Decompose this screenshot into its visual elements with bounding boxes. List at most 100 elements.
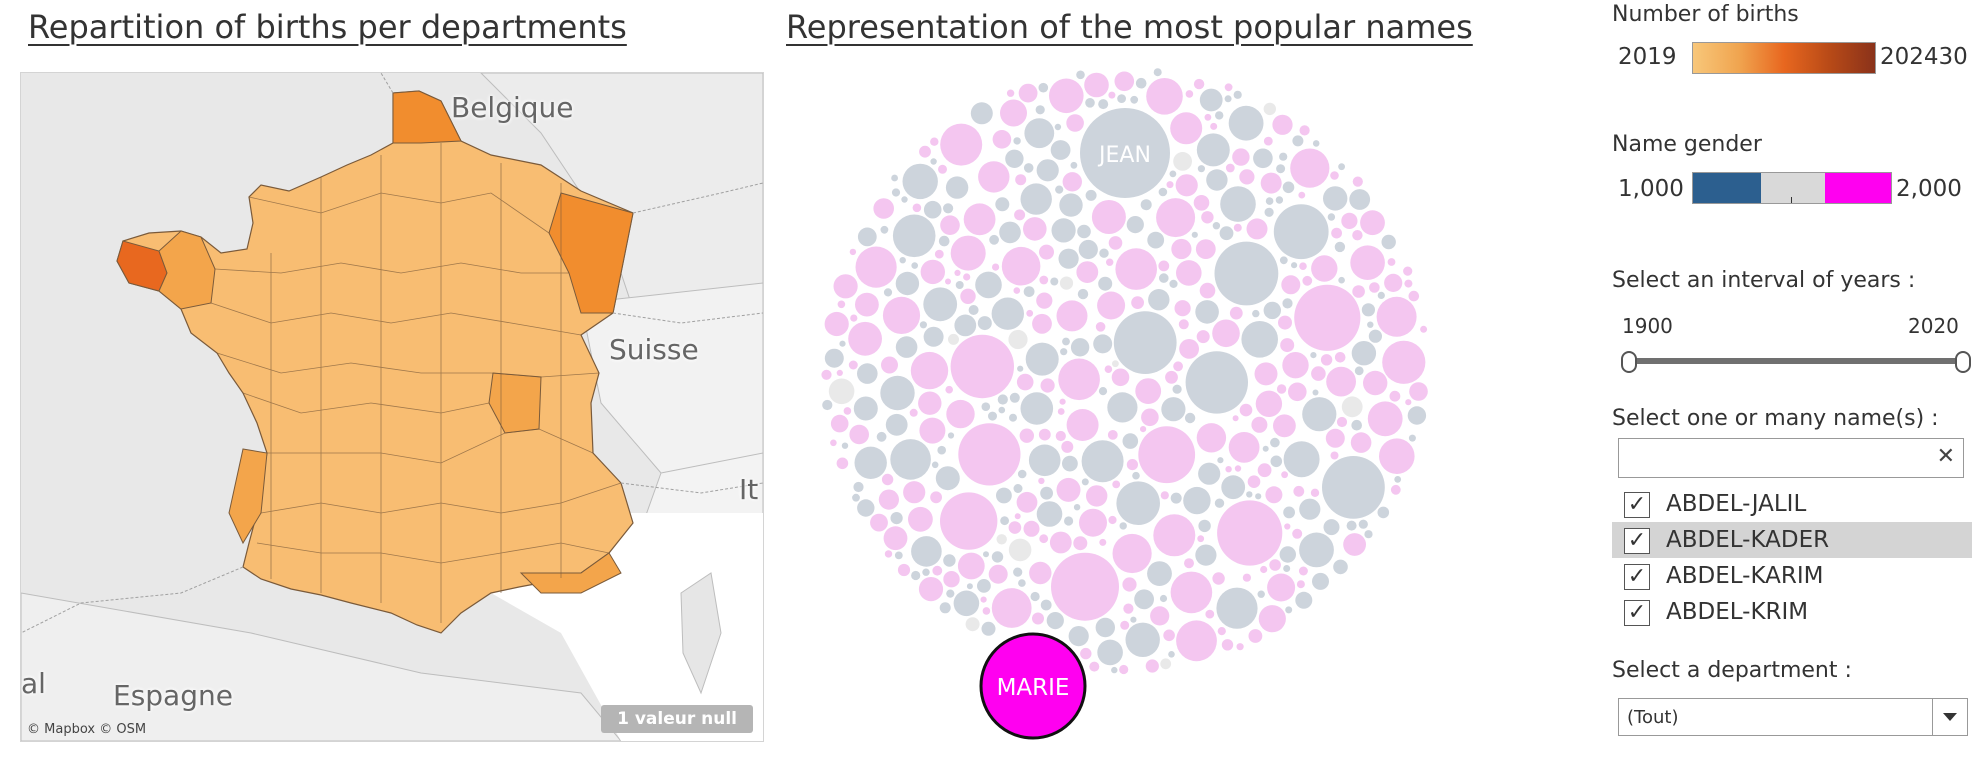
name-bubble[interactable] <box>958 423 1021 486</box>
name-bubble[interactable] <box>1179 339 1199 359</box>
name-bubble[interactable] <box>1278 315 1292 330</box>
name-bubble[interactable] <box>1098 387 1108 396</box>
name-bubble[interactable] <box>899 257 906 264</box>
bubble-chart[interactable]: JEAN MARIE <box>770 60 1470 760</box>
name-bubble[interactable] <box>1377 291 1385 299</box>
name-bubble[interactable] <box>1234 465 1242 472</box>
name-bubble[interactable] <box>1077 288 1089 300</box>
name-bubble[interactable] <box>1255 390 1283 417</box>
year-range-track[interactable] <box>1626 358 1966 364</box>
name-bubble[interactable] <box>1196 133 1230 167</box>
name-bubble[interactable] <box>1008 538 1032 562</box>
name-bubble[interactable] <box>1225 466 1232 473</box>
name-bubble[interactable] <box>1220 186 1256 222</box>
name-list-item[interactable]: ✓ ABDEL-JALIL <box>1612 486 1972 522</box>
name-bubble[interactable] <box>1199 88 1223 112</box>
name-bubble[interactable] <box>920 259 945 285</box>
name-bubble[interactable] <box>1310 488 1320 497</box>
name-bubble[interactable] <box>1036 292 1053 309</box>
null-value-badge[interactable]: 1 valeur null <box>601 705 753 733</box>
name-bubble[interactable] <box>1126 459 1138 471</box>
name-bubble[interactable] <box>1184 558 1194 569</box>
name-bubble[interactable] <box>1023 286 1035 297</box>
name-bubble[interactable] <box>1059 193 1083 217</box>
name-bubble[interactable] <box>1216 587 1258 629</box>
name-bubble[interactable] <box>1320 354 1333 366</box>
name-bubble[interactable] <box>857 499 875 517</box>
name-bubble[interactable] <box>895 271 920 296</box>
name-bubble[interactable] <box>931 461 939 469</box>
name-bubble[interactable] <box>1051 218 1076 243</box>
name-bubble[interactable] <box>960 288 976 304</box>
name-bubble[interactable] <box>1077 224 1091 239</box>
name-bubble[interactable] <box>908 506 933 532</box>
name-bubble[interactable] <box>1334 241 1346 253</box>
name-bubble[interactable] <box>1298 566 1308 576</box>
name-bubble[interactable] <box>884 550 893 558</box>
name-bubble[interactable] <box>1026 309 1034 317</box>
name-bubble[interactable] <box>1367 321 1374 328</box>
name-bubble[interactable] <box>988 411 997 421</box>
name-bubble[interactable] <box>957 552 985 580</box>
name-bubble[interactable] <box>1169 279 1178 288</box>
name-bubble[interactable] <box>1085 189 1097 201</box>
name-bubble[interactable] <box>1019 428 1034 443</box>
name-bubble[interactable] <box>1291 262 1298 269</box>
name-bubble[interactable] <box>1125 622 1160 657</box>
name-bubble[interactable] <box>991 588 1032 628</box>
name-bubble[interactable] <box>1039 275 1049 285</box>
name-bubble[interactable] <box>1119 664 1129 675</box>
name-bubble[interactable] <box>1292 528 1303 539</box>
name-bubble[interactable] <box>1009 413 1017 422</box>
name-bubble[interactable] <box>1068 626 1089 647</box>
checkbox-checked-icon[interactable]: ✓ <box>1624 528 1650 554</box>
name-bubble[interactable] <box>983 551 989 558</box>
name-bubble[interactable] <box>1409 382 1428 401</box>
name-bubble[interactable] <box>1055 185 1064 194</box>
name-bubble[interactable] <box>996 487 1012 504</box>
name-list-item[interactable]: ✓ ABDEL-KRIM <box>1612 594 1972 630</box>
name-bubble[interactable] <box>890 439 931 480</box>
name-bubble[interactable] <box>870 513 888 532</box>
name-bubble[interactable] <box>989 234 999 245</box>
name-bubble[interactable] <box>1390 484 1401 495</box>
name-bubble[interactable] <box>950 334 1014 399</box>
name-bubble[interactable] <box>1283 565 1291 572</box>
name-bubble[interactable] <box>1161 397 1186 422</box>
name-bubble[interactable] <box>1239 169 1255 185</box>
name-bubble[interactable] <box>1014 513 1021 520</box>
name-bubble[interactable] <box>1267 573 1296 602</box>
name-bubble[interactable] <box>1099 248 1109 258</box>
name-bubble[interactable] <box>1333 559 1348 575</box>
name-bubble[interactable] <box>1282 181 1295 194</box>
name-bubble[interactable] <box>1336 416 1348 428</box>
name-bubble[interactable] <box>963 273 971 281</box>
name-bubble[interactable] <box>1270 455 1283 468</box>
name-bubble[interactable] <box>930 137 939 146</box>
name-bubble[interactable] <box>981 621 996 636</box>
name-bubble[interactable] <box>1279 256 1288 265</box>
name-bubble[interactable] <box>1025 342 1059 376</box>
name-bubble[interactable] <box>1070 161 1078 169</box>
name-bubble[interactable] <box>901 196 908 203</box>
name-bubble[interactable] <box>850 314 858 322</box>
name-bubble[interactable] <box>1058 248 1079 269</box>
name-bubble[interactable] <box>1269 559 1281 571</box>
name-bubble[interactable] <box>1312 389 1319 396</box>
name-bubble[interactable] <box>1394 476 1402 483</box>
name-bubble[interactable] <box>1084 72 1109 98</box>
name-bubble[interactable] <box>1023 520 1040 537</box>
name-bubble[interactable] <box>836 369 843 376</box>
name-bubble[interactable] <box>1107 392 1138 423</box>
name-bubble[interactable] <box>919 321 927 329</box>
name-bubble[interactable] <box>1146 78 1183 115</box>
name-bubble[interactable] <box>1112 360 1119 368</box>
name-bubble[interactable] <box>1040 378 1055 393</box>
name-bubble[interactable] <box>1253 148 1273 169</box>
births-color-ramp[interactable] <box>1692 42 1876 74</box>
name-bubble[interactable] <box>963 203 996 236</box>
name-bubble[interactable] <box>1104 365 1113 374</box>
name-bubble[interactable] <box>1089 661 1100 672</box>
name-bubble[interactable] <box>1013 287 1021 294</box>
name-bubble[interactable] <box>1078 239 1098 260</box>
